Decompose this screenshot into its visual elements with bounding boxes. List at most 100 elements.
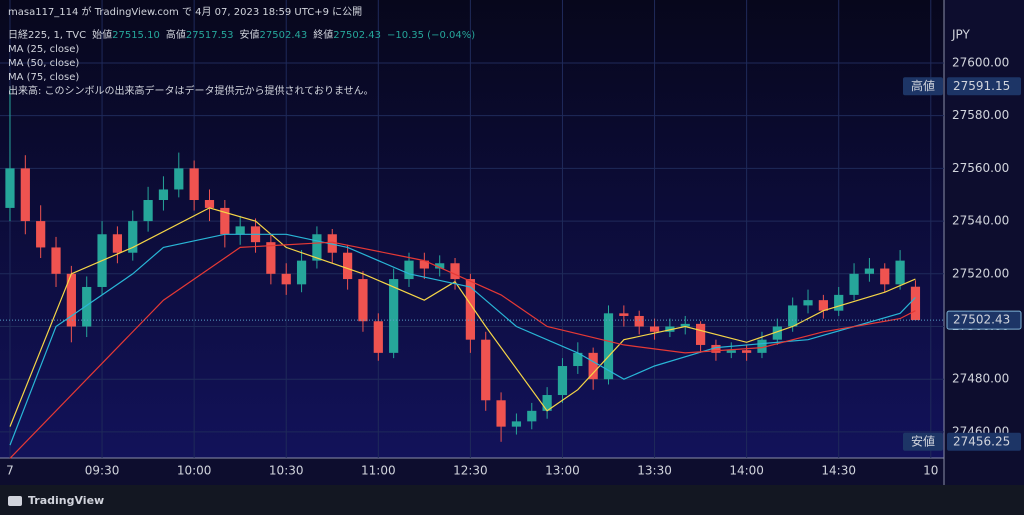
change: −10.35 (−0.04%) bbox=[387, 30, 475, 41]
x-tick-label: 13:30 bbox=[637, 464, 672, 478]
candle-body bbox=[542, 395, 552, 411]
candle-body bbox=[281, 273, 291, 285]
candle-body bbox=[358, 279, 368, 322]
x-tick-label: 13:00 bbox=[545, 464, 580, 478]
low-label: 安値 bbox=[240, 28, 260, 41]
plot-background bbox=[0, 0, 944, 458]
low: 27502.43 bbox=[260, 30, 308, 41]
marks bbox=[0, 86, 944, 459]
candle-body bbox=[511, 421, 522, 427]
y-tick-label: 27600.00 bbox=[952, 55, 1009, 69]
x-tick-label: 12:30 bbox=[453, 464, 488, 478]
grid bbox=[0, 0, 944, 458]
x-tick-label: 11:00 bbox=[361, 464, 396, 478]
ma-line bbox=[9, 241, 916, 459]
candle-body bbox=[82, 286, 92, 327]
candle-body bbox=[849, 273, 859, 295]
candle-body bbox=[389, 279, 399, 353]
marker-name-bg bbox=[903, 432, 943, 451]
candle-body bbox=[128, 221, 138, 253]
candle-body bbox=[527, 410, 537, 422]
legend-entry: MA (25, close) bbox=[8, 44, 79, 55]
legend-entry: MA (50, close) bbox=[8, 58, 79, 69]
candle-body bbox=[649, 326, 660, 332]
x-tick-label: 14:00 bbox=[729, 464, 764, 478]
high-label: 高値 bbox=[166, 28, 186, 41]
currency: JPY bbox=[951, 28, 971, 42]
candle-body bbox=[726, 350, 736, 353]
x-tick-label: 10:30 bbox=[269, 464, 304, 478]
candle-body bbox=[343, 252, 353, 280]
candle-body bbox=[296, 260, 307, 285]
y-tick-label: 27560.00 bbox=[952, 161, 1009, 175]
candle-body bbox=[634, 315, 644, 327]
price-marker bbox=[947, 432, 1021, 451]
y-tick-label: 27520.00 bbox=[952, 266, 1009, 280]
candle-body bbox=[665, 326, 675, 332]
candle-body bbox=[158, 189, 169, 201]
candle-body bbox=[51, 247, 61, 274]
price-axis-bg bbox=[944, 0, 1024, 485]
x-tick-label: 7 bbox=[6, 464, 14, 478]
candle-body bbox=[36, 221, 46, 248]
candle-body bbox=[588, 352, 598, 380]
candle-body bbox=[327, 234, 337, 253]
candle-body bbox=[757, 339, 767, 353]
price-marker-label: 27456.25 bbox=[953, 434, 1010, 448]
candle-body bbox=[834, 294, 844, 311]
close-label: 終値 bbox=[313, 28, 333, 41]
candle-body bbox=[189, 168, 199, 201]
x-tick-label: 09:30 bbox=[85, 464, 120, 478]
candle-body bbox=[695, 323, 706, 345]
marker-name: 高値 bbox=[911, 78, 935, 93]
x-tick-label: 14:30 bbox=[821, 464, 856, 478]
candle-body bbox=[465, 279, 475, 340]
close: 27502.43 bbox=[333, 30, 381, 41]
candle-body bbox=[174, 168, 184, 190]
y-tick-label: 27580.00 bbox=[952, 108, 1009, 122]
candle-body bbox=[204, 200, 215, 208]
candle-body bbox=[742, 350, 752, 353]
candle-body bbox=[557, 366, 568, 396]
overlay: 27460.0027480.0027500.0027520.0027540.00… bbox=[6, 55, 1022, 478]
candle-body bbox=[680, 323, 690, 327]
logo bbox=[8, 496, 22, 506]
candle-body bbox=[803, 300, 813, 306]
marker-name-bg bbox=[903, 77, 943, 96]
footer-brand: TradingView bbox=[28, 494, 104, 507]
price-marker-label: 27502.43 bbox=[953, 313, 1010, 327]
legend-symbol: 日経225, 1, TVC 始値27515.10 高値27517.53 安値27502… bbox=[8, 28, 475, 41]
ma-line bbox=[9, 233, 916, 446]
candle-body bbox=[481, 339, 491, 401]
candle-body bbox=[266, 242, 276, 274]
price-marker-label: 27591.15 bbox=[953, 79, 1010, 93]
y-tick-label: 27540.00 bbox=[952, 214, 1009, 228]
candle-body bbox=[235, 226, 245, 235]
time-axis-bg bbox=[0, 458, 944, 485]
ma-line bbox=[9, 207, 916, 427]
publisher: masa117_114 が TradingView.com で 4月 07, 2… bbox=[8, 5, 362, 18]
candle-body bbox=[5, 168, 15, 208]
volume-note: 出来高: このシンボルの出来高データはデータ提供元から提供されておりません。 bbox=[8, 84, 374, 97]
price-marker bbox=[947, 77, 1021, 96]
candle-body bbox=[711, 344, 721, 353]
open: 27515.10 bbox=[112, 30, 160, 41]
symbol: 日経225, 1, TVC bbox=[8, 28, 86, 41]
candle-body bbox=[220, 207, 230, 235]
candle-body bbox=[373, 321, 383, 353]
candle-body bbox=[66, 273, 76, 327]
candle-body bbox=[864, 268, 875, 274]
candle-body bbox=[435, 263, 445, 269]
candle-body bbox=[404, 260, 414, 280]
candle-body bbox=[450, 263, 460, 280]
candle-body bbox=[788, 305, 798, 327]
x-tick-label: 10:00 bbox=[177, 464, 212, 478]
candle-body bbox=[895, 260, 905, 285]
x-tick-label: 10 bbox=[923, 464, 938, 478]
y-tick-label: 27480.00 bbox=[952, 372, 1009, 386]
candle-body bbox=[772, 326, 782, 340]
candle-body bbox=[419, 260, 429, 269]
candle-body bbox=[910, 286, 921, 321]
candle-body bbox=[143, 200, 153, 222]
